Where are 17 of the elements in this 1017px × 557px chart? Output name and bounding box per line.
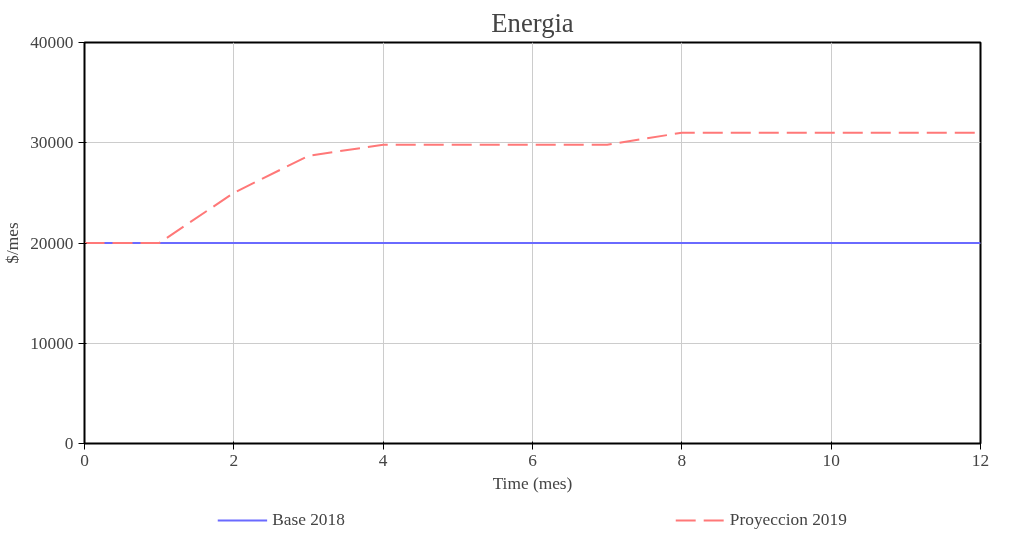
x-tick-label: 4 [378,450,388,470]
y-tick-label: 30000 [30,133,74,153]
y-tick-label: 10000 [30,333,74,353]
y-tick-label: 40000 [30,33,74,52]
y-tick-label: 0 [64,434,74,453]
y-axis-title: $/mes [3,222,23,264]
x-axis-title: Time (mes) [492,473,573,493]
legend-label: Proyeccion 2019 [729,510,847,530]
y-tick-label: 20000 [30,233,74,253]
chart-title: Energia [491,7,574,38]
x-tick-label: 10 [822,450,840,470]
x-tick-label: 8 [677,450,687,470]
x-tick-label: 0 [80,450,89,470]
x-tick-label: 6 [528,450,538,470]
legend-label: Base 2018 [272,510,345,530]
x-tick-label: 2 [229,450,239,470]
x-tick-label: 12 [971,450,990,470]
